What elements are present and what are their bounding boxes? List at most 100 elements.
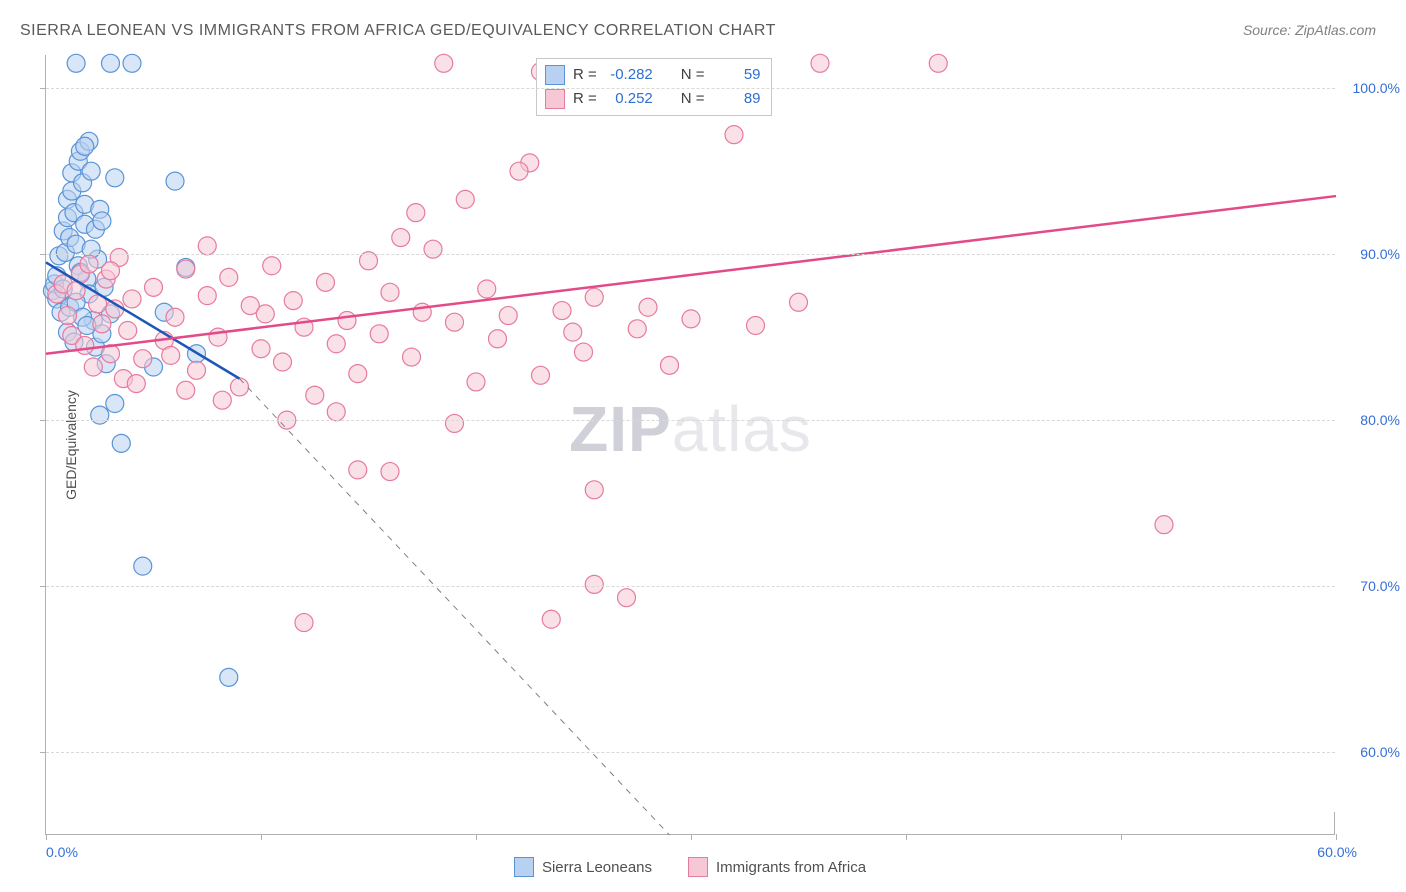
x-tick	[691, 834, 692, 840]
y-tick	[40, 254, 46, 255]
trend-line	[46, 196, 1336, 354]
scatter-point	[106, 169, 124, 187]
scatter-point	[76, 137, 94, 155]
scatter-point	[93, 212, 111, 230]
scatter-point	[198, 287, 216, 305]
scatter-point	[231, 378, 249, 396]
bottom-legend: Sierra Leoneans Immigrants from Africa	[45, 857, 1335, 877]
legend-label: Immigrants from Africa	[716, 859, 866, 876]
scatter-point	[929, 54, 947, 72]
scatter-point	[446, 313, 464, 331]
y-tick	[40, 420, 46, 421]
legend-label: Sierra Leoneans	[542, 859, 652, 876]
scatter-point	[564, 323, 582, 341]
correlation-legend: R =-0.282N =59R =0.252N =89	[536, 58, 772, 116]
scatter-point	[456, 190, 474, 208]
gridline	[46, 586, 1335, 587]
scatter-point	[790, 293, 808, 311]
scatter-point	[119, 321, 137, 339]
scatter-point	[811, 54, 829, 72]
scatter-point	[252, 340, 270, 358]
scatter-point	[134, 350, 152, 368]
scatter-point	[284, 292, 302, 310]
scatter-point	[123, 54, 141, 72]
legend-swatch	[545, 65, 565, 85]
scatter-point	[338, 312, 356, 330]
scatter-point	[682, 310, 700, 328]
scatter-point	[424, 240, 442, 258]
scatter-point	[467, 373, 485, 391]
x-tick	[1336, 834, 1337, 840]
r-value: 0.252	[605, 87, 653, 111]
legend-item: Immigrants from Africa	[688, 857, 866, 877]
scatter-point	[295, 614, 313, 632]
x-tick	[906, 834, 907, 840]
y-tick	[40, 88, 46, 89]
scatter-point	[134, 557, 152, 575]
scatter-point	[532, 366, 550, 384]
scatter-point	[177, 381, 195, 399]
scatter-point	[91, 406, 109, 424]
scatter-point	[489, 330, 507, 348]
x-tick	[261, 834, 262, 840]
legend-swatch	[688, 857, 708, 877]
x-tick	[476, 834, 477, 840]
scatter-point	[256, 305, 274, 323]
scatter-point	[553, 302, 571, 320]
scatter-point	[106, 395, 124, 413]
gridline	[46, 88, 1335, 89]
scatter-point	[59, 307, 77, 325]
scatter-point	[407, 204, 425, 222]
scatter-point	[274, 353, 292, 371]
plot-area: GED/Equivalency ZIPatlas R =-0.282N =59R…	[45, 55, 1335, 835]
scatter-point	[166, 172, 184, 190]
scatter-point	[618, 589, 636, 607]
scatter-point	[349, 365, 367, 383]
scatter-point	[585, 288, 603, 306]
scatter-point	[725, 126, 743, 144]
scatter-point	[112, 434, 130, 452]
scatter-point	[639, 298, 657, 316]
scatter-point	[123, 290, 141, 308]
scatter-point	[381, 463, 399, 481]
scatter-point	[67, 54, 85, 72]
scatter-point	[403, 348, 421, 366]
gridline	[46, 752, 1335, 753]
scatter-point	[349, 461, 367, 479]
x-tick	[1121, 834, 1122, 840]
scatter-point	[585, 481, 603, 499]
gridline	[46, 420, 1335, 421]
y-tick	[40, 752, 46, 753]
scatter-point	[220, 668, 238, 686]
y-tick-label: 80.0%	[1360, 412, 1400, 428]
scatter-point	[327, 335, 345, 353]
axis-right-notch	[1334, 812, 1335, 834]
scatter-point	[76, 336, 94, 354]
scatter-point	[306, 386, 324, 404]
legend-row: R =-0.282N =59	[545, 63, 761, 87]
legend-swatch	[545, 89, 565, 109]
scatter-point	[575, 343, 593, 361]
scatter-point	[84, 358, 102, 376]
scatter-point	[628, 320, 646, 338]
scatter-point	[1155, 516, 1173, 534]
scatter-point	[93, 315, 111, 333]
scatter-point	[102, 54, 120, 72]
x-tick	[46, 834, 47, 840]
scatter-point	[661, 356, 679, 374]
scatter-point	[82, 162, 100, 180]
y-tick-label: 90.0%	[1360, 246, 1400, 262]
n-value: 89	[713, 87, 761, 111]
scatter-point	[392, 229, 410, 247]
gridline	[46, 254, 1335, 255]
scatter-point	[747, 317, 765, 335]
n-value: 59	[713, 63, 761, 87]
scatter-point	[327, 403, 345, 421]
scatter-point	[446, 414, 464, 432]
scatter-point	[499, 307, 517, 325]
scatter-point	[162, 346, 180, 364]
scatter-point	[127, 375, 145, 393]
y-tick-label: 70.0%	[1360, 578, 1400, 594]
chart-title: SIERRA LEONEAN VS IMMIGRANTS FROM AFRICA…	[20, 22, 776, 40]
legend-item: Sierra Leoneans	[514, 857, 652, 877]
